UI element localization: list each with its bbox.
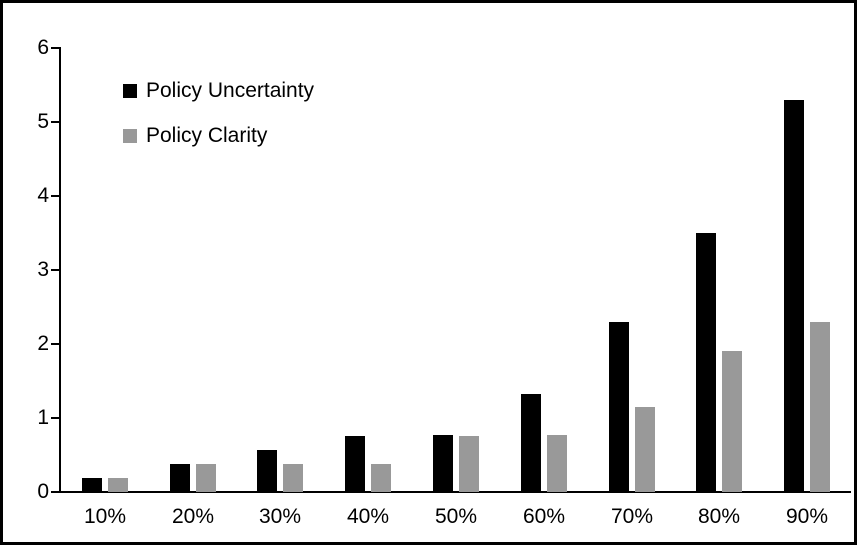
bar-policy-clarity-20% bbox=[196, 464, 216, 492]
bar-policy-clarity-30% bbox=[283, 464, 303, 492]
bar-policy-clarity-40% bbox=[371, 464, 391, 492]
y-tick bbox=[51, 47, 61, 49]
y-tick-label: 0 bbox=[37, 480, 49, 503]
legend-swatch-policy-clarity bbox=[123, 129, 137, 143]
bar-policy-uncertainty-50% bbox=[433, 435, 453, 492]
x-tick-label: 10% bbox=[83, 505, 127, 528]
bar-policy-uncertainty-70% bbox=[609, 322, 629, 492]
legend-item-policy-uncertainty: Policy Uncertainty bbox=[123, 77, 314, 105]
bar-policy-clarity-10% bbox=[108, 478, 128, 492]
bar-policy-uncertainty-30% bbox=[257, 450, 277, 492]
y-tick-label: 5 bbox=[37, 110, 49, 133]
x-axis-line bbox=[51, 491, 851, 493]
bar-policy-uncertainty-60% bbox=[521, 394, 541, 492]
y-tick-label: 1 bbox=[37, 406, 49, 429]
x-tick-label: 30% bbox=[258, 505, 302, 528]
y-tick bbox=[51, 121, 61, 123]
bar-policy-uncertainty-40% bbox=[345, 436, 365, 492]
y-tick bbox=[51, 195, 61, 197]
bar-policy-clarity-70% bbox=[635, 407, 655, 492]
x-tick-label: 80% bbox=[697, 505, 741, 528]
x-tick-label: 70% bbox=[610, 505, 654, 528]
y-tick bbox=[51, 269, 61, 271]
y-tick bbox=[51, 491, 61, 493]
y-tick bbox=[51, 343, 61, 345]
bar-policy-uncertainty-20% bbox=[170, 464, 190, 492]
bar-policy-uncertainty-80% bbox=[696, 233, 716, 492]
chart-legend: Policy Uncertainty Policy Clarity bbox=[123, 77, 314, 167]
x-tick-label: 60% bbox=[522, 505, 566, 528]
legend-label-policy-uncertainty: Policy Uncertainty bbox=[146, 79, 315, 102]
bar-policy-uncertainty-10% bbox=[82, 478, 102, 492]
x-tick-label: 90% bbox=[785, 505, 829, 528]
bar-policy-uncertainty-90% bbox=[784, 100, 804, 492]
x-tick-label: 40% bbox=[346, 505, 390, 528]
legend-swatch-policy-uncertainty bbox=[123, 84, 137, 98]
bar-policy-clarity-90% bbox=[810, 322, 830, 492]
bar-policy-clarity-80% bbox=[722, 351, 742, 492]
x-tick-label: 50% bbox=[434, 505, 478, 528]
y-tick-label: 6 bbox=[37, 36, 49, 59]
y-tick bbox=[51, 417, 61, 419]
bar-policy-clarity-50% bbox=[459, 436, 479, 492]
y-tick-label: 4 bbox=[37, 184, 49, 207]
y-tick-label: 2 bbox=[37, 332, 49, 355]
legend-item-policy-clarity: Policy Clarity bbox=[123, 122, 314, 150]
legend-label-policy-clarity: Policy Clarity bbox=[146, 124, 268, 147]
bar-policy-clarity-60% bbox=[547, 435, 567, 492]
y-tick-label: 3 bbox=[37, 258, 49, 281]
x-tick-label: 20% bbox=[171, 505, 215, 528]
